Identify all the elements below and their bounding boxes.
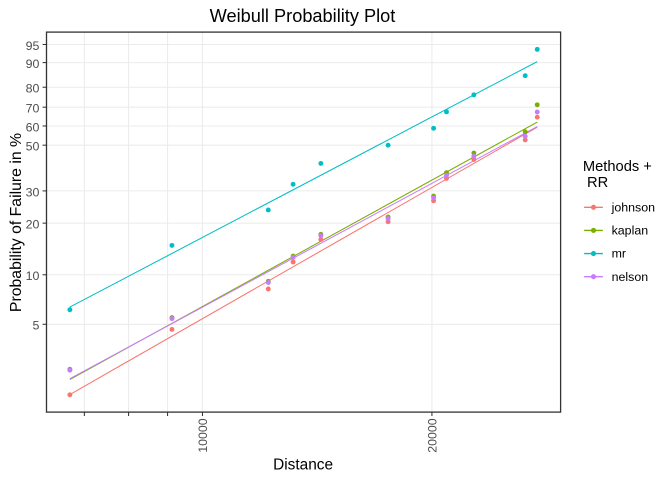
svg-text:5: 5 [32,319,39,333]
svg-text:kaplan: kaplan [612,224,649,238]
svg-text:Methods +: Methods + [583,159,652,175]
svg-text:80: 80 [26,82,40,96]
svg-text:Distance: Distance [273,456,333,473]
svg-text:RR: RR [587,175,608,191]
svg-text:70: 70 [26,102,40,116]
svg-text:30: 30 [26,185,40,199]
svg-text:60: 60 [26,120,40,134]
svg-text:50: 50 [26,140,40,154]
svg-text:mr: mr [612,247,626,261]
svg-text:johnson: johnson [611,200,656,214]
svg-text:20000: 20000 [425,418,439,453]
svg-text:20: 20 [26,218,40,232]
svg-text:nelson: nelson [612,270,649,284]
svg-text:Weibull Probability Plot: Weibull Probability Plot [210,6,396,26]
svg-text:90: 90 [26,57,40,71]
svg-text:Probability of Failure in %: Probability of Failure in % [8,133,25,312]
svg-text:95: 95 [26,39,40,53]
svg-text:10000: 10000 [196,418,210,453]
svg-text:10: 10 [26,269,40,283]
